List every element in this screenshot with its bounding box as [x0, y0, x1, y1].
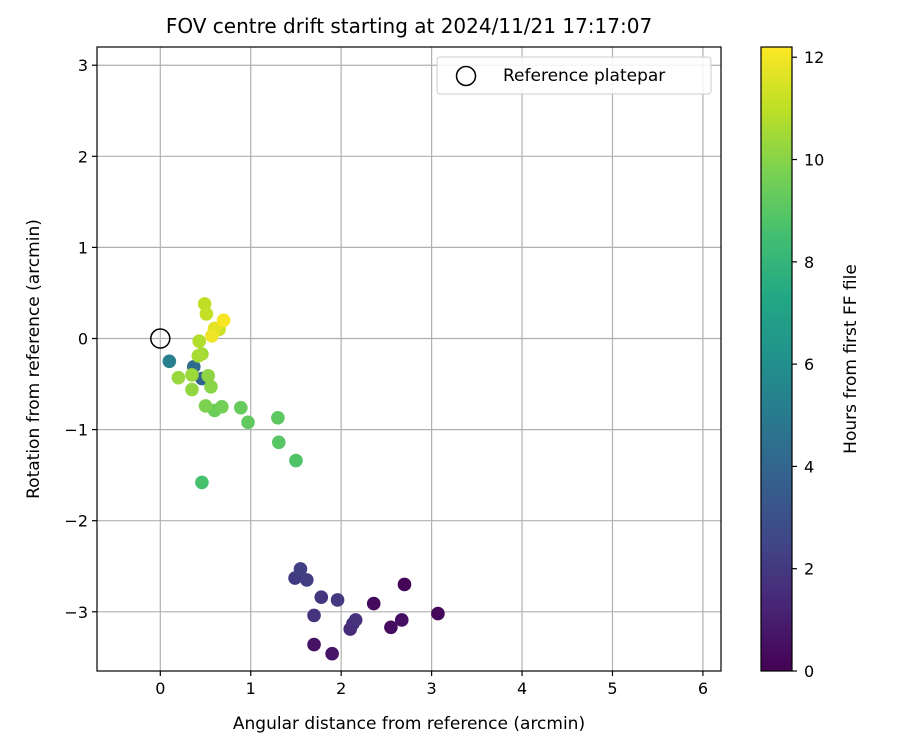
data-point	[215, 400, 229, 414]
colorbar: 0 2 4 6 8 10 12 Hours from first FF file	[760, 46, 861, 681]
colorbar-ticks: 0 2 4 6 8 10 12	[792, 48, 824, 681]
data-point	[307, 637, 321, 652]
x-axis-label: Angular distance from reference (arcmin)	[233, 714, 585, 734]
data-point	[300, 573, 314, 587]
data-point	[325, 646, 339, 661]
legend-box	[436, 56, 712, 95]
colorbar-tick-label: 8	[804, 253, 814, 272]
x-tick-label: 2	[336, 679, 346, 698]
data-point	[199, 307, 214, 321]
data-point	[293, 562, 308, 576]
colorbar-tick-label: 4	[804, 457, 814, 476]
reference-marker-group	[150, 328, 171, 349]
y-tick-label: −1	[64, 421, 88, 440]
data-point	[162, 354, 177, 369]
y-tick-label: −3	[64, 603, 88, 622]
data-point	[394, 613, 409, 627]
data-point	[330, 593, 345, 607]
y-tick-label: 0	[78, 330, 88, 349]
x-axis-ticks: 0 1 2 3 4 5 6	[155, 671, 708, 698]
data-point	[185, 368, 199, 382]
y-tick-label: 3	[78, 56, 88, 75]
data-point	[204, 379, 218, 394]
data-point	[191, 349, 206, 363]
colorbar-tick-label: 6	[804, 355, 814, 374]
x-tick-label: 0	[155, 679, 165, 698]
data-point	[192, 334, 206, 349]
colorbar-tick-label: 10	[804, 151, 824, 170]
data-point	[271, 435, 286, 450]
x-tick-label: 4	[517, 679, 527, 698]
x-tick-label: 5	[607, 679, 617, 698]
data-point	[201, 369, 216, 383]
x-tick-label: 3	[427, 679, 437, 698]
plot-frame	[96, 46, 722, 672]
legend-label-reference: Reference platepar	[503, 66, 665, 86]
data-point	[233, 400, 248, 415]
data-point	[289, 453, 303, 468]
data-point	[185, 382, 199, 397]
data-point	[216, 313, 231, 328]
data-point	[171, 370, 186, 385]
data-points	[162, 297, 445, 661]
chart-title: FOV centre drift starting at 2024/11/21 …	[166, 14, 652, 38]
colorbar-tick-label: 12	[804, 48, 824, 67]
y-tick-label: 2	[78, 147, 88, 166]
data-point	[307, 608, 321, 623]
y-axis-label: Rotation from reference (arcmin)	[24, 219, 44, 499]
data-point	[205, 328, 219, 343]
legend: Reference platepar	[436, 56, 712, 95]
data-point	[195, 475, 209, 490]
reference-platepar-marker	[150, 328, 171, 349]
data-point	[241, 415, 255, 430]
colorbar-gradient	[760, 46, 793, 672]
y-tick-label: 1	[78, 238, 88, 257]
data-point	[366, 596, 381, 611]
colorbar-label: Hours from first FF file	[841, 264, 861, 454]
data-point	[397, 577, 412, 592]
data-point	[198, 399, 213, 413]
legend-marker-reference	[455, 65, 477, 87]
data-point	[314, 590, 329, 605]
data-point	[384, 620, 398, 635]
x-tick-label: 1	[246, 679, 256, 698]
data-point	[348, 613, 363, 627]
y-axis-ticks: −3 −2 −1 0 1 2 3	[64, 56, 97, 622]
y-tick-label: −2	[64, 512, 88, 531]
data-point	[197, 297, 212, 311]
data-point	[431, 606, 445, 621]
colorbar-tick-label: 0	[804, 662, 814, 681]
x-tick-label: 6	[698, 679, 708, 698]
grid-lines	[97, 47, 721, 671]
data-point	[271, 410, 285, 425]
colorbar-tick-label: 2	[804, 560, 814, 579]
